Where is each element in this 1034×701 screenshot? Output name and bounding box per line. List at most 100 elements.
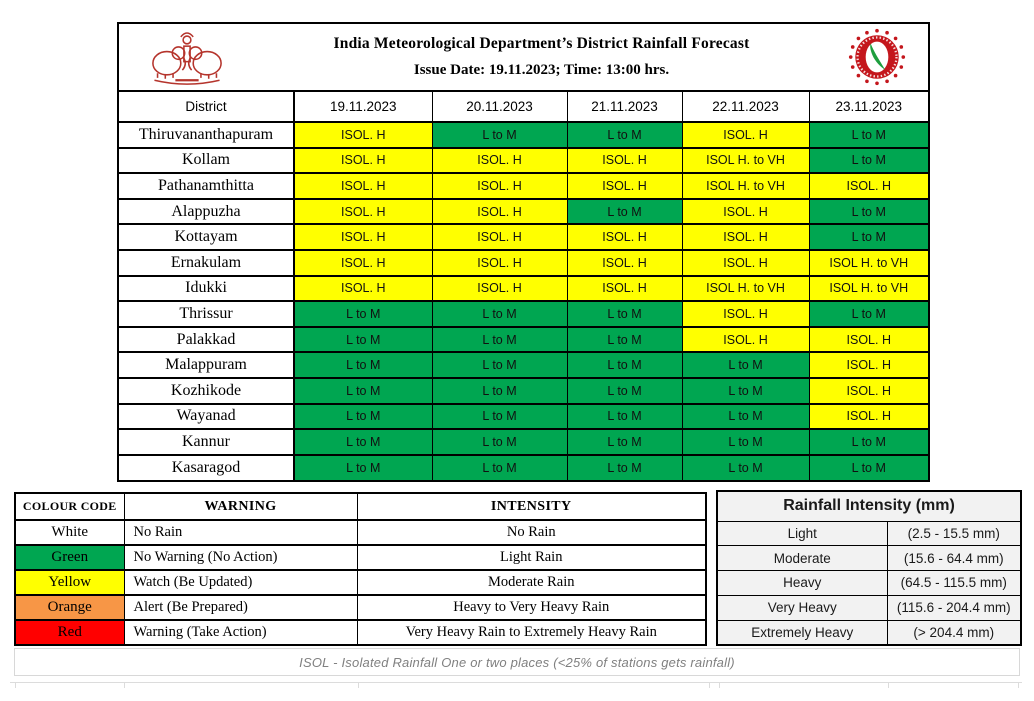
district-name: Thiruvananthapuram	[119, 121, 295, 148]
forecast-cell: L to M	[681, 376, 809, 404]
gridline-tick	[709, 682, 710, 688]
header-titles: India Meteorological Department’s Distri…	[235, 35, 848, 79]
forecast-row-kollam: Kollam ISOL. H ISOL. H ISOL. H ISOL H. t…	[119, 146, 928, 174]
forecast-cell: L to M	[566, 351, 682, 378]
forecast-row-kasaragod: Kasaragod L to M L to M L to M L to M L …	[119, 453, 928, 481]
forecast-cell: L to M	[431, 121, 567, 148]
intensity-cell: Light Rain	[356, 544, 707, 571]
forecast-cell: ISOL. H	[431, 223, 567, 250]
forecast-cell: L to M	[566, 197, 682, 225]
header-banner: India Meteorological Department’s Distri…	[119, 24, 928, 90]
forecast-cell: ISOL. H	[808, 402, 928, 430]
forecast-row-kottayam: Kottayam ISOL. H ISOL. H ISOL. H ISOL. H…	[119, 223, 928, 250]
forecast-cell: L to M	[566, 300, 682, 327]
forecast-cell: ISOL. H	[808, 376, 928, 404]
column-header-district: District	[119, 90, 295, 122]
forecast-cell: ISOL. H	[566, 172, 682, 199]
column-header-warning: WARNING	[123, 492, 358, 521]
intensity-cell: No Rain	[356, 519, 707, 546]
issue-date-line: Issue Date: 19.11.2023; Time: 13:00 hrs.	[413, 62, 670, 78]
forecast-cell: L to M	[431, 376, 567, 404]
forecast-row-wayanad: Wayanad L to M L to M L to M L to M ISOL…	[119, 402, 928, 430]
warning-cell: No Rain	[123, 519, 358, 546]
district-name: Kottayam	[119, 223, 295, 250]
intensity-range: (> 204.4 mm)	[886, 619, 1022, 646]
forecast-cell: L to M	[293, 402, 432, 430]
forecast-cell: ISOL. H	[808, 325, 928, 353]
intensity-label: Heavy	[716, 570, 888, 596]
forecast-cell: L to M	[681, 428, 809, 455]
intensity-label: Very Heavy	[716, 594, 888, 621]
forecast-cell: ISOL. H	[681, 121, 809, 148]
forecast-cell: ISOL. H	[431, 146, 567, 174]
forecast-cell: L to M	[808, 300, 928, 327]
warning-cell: Warning (Take Action)	[123, 619, 358, 646]
legend-row-yellow: Yellow Watch (Be Updated) Moderate Rain	[14, 569, 707, 596]
warning-cell: Watch (Be Updated)	[123, 569, 358, 596]
forecast-cell: ISOL. H	[431, 274, 567, 302]
gridline-tick	[888, 682, 889, 688]
intensity-table-title: Rainfall Intensity (mm)	[716, 490, 1022, 522]
column-header-date-4: 22.11.2023	[681, 90, 809, 122]
forecast-cell: L to M	[431, 402, 567, 430]
forecast-cell: L to M	[808, 121, 928, 148]
forecast-cell: ISOL. H	[808, 351, 928, 378]
gridline-tick	[358, 682, 359, 688]
column-header-date-1: 19.11.2023	[293, 90, 432, 122]
forecast-cell: ISOL. H	[431, 248, 567, 276]
forecast-cell: L to M	[566, 121, 682, 148]
colour-swatch-cell: Orange	[14, 594, 125, 621]
legend-row-green: Green No Warning (No Action) Light Rain	[14, 544, 707, 571]
forecast-row-idukki: Idukki ISOL. H ISOL. H ISOL. H ISOL H. t…	[119, 274, 928, 302]
warning-cell: Alert (Be Prepared)	[123, 594, 358, 621]
legend-header-row: COLOUR CODE WARNING INTENSITY	[14, 492, 707, 521]
forecast-cell: ISOL. H	[681, 325, 809, 353]
intensity-cell: Heavy to Very Heavy Rain	[356, 594, 707, 621]
forecast-cell: L to M	[431, 325, 567, 353]
forecast-cell: ISOL H. to VH	[808, 274, 928, 302]
forecast-cell: ISOL. H	[681, 300, 809, 327]
intensity-row-heavy: Heavy (64.5 - 115.5 mm)	[716, 570, 1022, 596]
kerala-government-emblem-icon	[152, 32, 222, 85]
colour-swatch-cell: Red	[14, 619, 125, 646]
forecast-cell: L to M	[681, 402, 809, 430]
forecast-cell: L to M	[566, 453, 682, 481]
forecast-cell: ISOL. H	[293, 121, 432, 148]
forecast-cell: L to M	[293, 376, 432, 404]
forecast-cell: L to M	[431, 428, 567, 455]
forecast-cell: ISOL. H	[293, 197, 432, 225]
forecast-cell: L to M	[681, 351, 809, 378]
forecast-row-thiruvananthapuram: Thiruvananthapuram ISOL. H L to M L to M…	[119, 121, 928, 148]
intensity-cell: Very Heavy Rain to Extremely Heavy Rain	[356, 619, 707, 646]
forecast-cell: ISOL. H	[681, 223, 809, 250]
gridline-tick	[15, 682, 16, 688]
district-name: Idukki	[119, 274, 295, 302]
legend-row-red: Red Warning (Take Action) Very Heavy Rai…	[14, 619, 707, 646]
gridline-remnant	[10, 682, 1022, 683]
colour-code-table: COLOUR CODE WARNING INTENSITY White No R…	[14, 492, 707, 646]
forecast-cell: ISOL. H	[808, 172, 928, 199]
colour-swatch-cell: Yellow	[14, 569, 125, 596]
colour-swatch-cell: Green	[14, 544, 125, 571]
forecast-cell: L to M	[808, 223, 928, 250]
forecast-cell: ISOL H. to VH	[808, 248, 928, 276]
forecast-cell: ISOL H. to VH	[681, 274, 809, 302]
intensity-row-extremely-heavy: Extremely Heavy (> 204.4 mm)	[716, 619, 1022, 646]
forecast-row-malappuram: Malappuram L to M L to M L to M L to M I…	[119, 351, 928, 378]
footnote-bar: ISOL - Isolated Rainfall One or two plac…	[14, 648, 1020, 676]
forecast-cell: ISOL H. to VH	[681, 172, 809, 199]
gridline-tick	[124, 682, 125, 688]
intensity-label: Light	[716, 520, 888, 547]
forecast-cell: L to M	[431, 453, 567, 481]
forecast-cell: ISOL. H	[293, 223, 432, 250]
forecast-header-row: District 19.11.2023 20.11.2023 21.11.202…	[119, 90, 928, 122]
intensity-row-very-heavy: Very Heavy (115.6 - 204.4 mm)	[716, 594, 1022, 621]
forecast-box: India Meteorological Department’s Distri…	[117, 22, 930, 483]
forecast-cell: L to M	[681, 453, 809, 481]
forecast-cell: ISOL. H	[431, 197, 567, 225]
forecast-cell: L to M	[293, 351, 432, 378]
forecast-cell: ISOL. H	[566, 146, 682, 174]
district-name: Malappuram	[119, 351, 295, 378]
intensity-range: (64.5 - 115.5 mm)	[886, 570, 1022, 596]
